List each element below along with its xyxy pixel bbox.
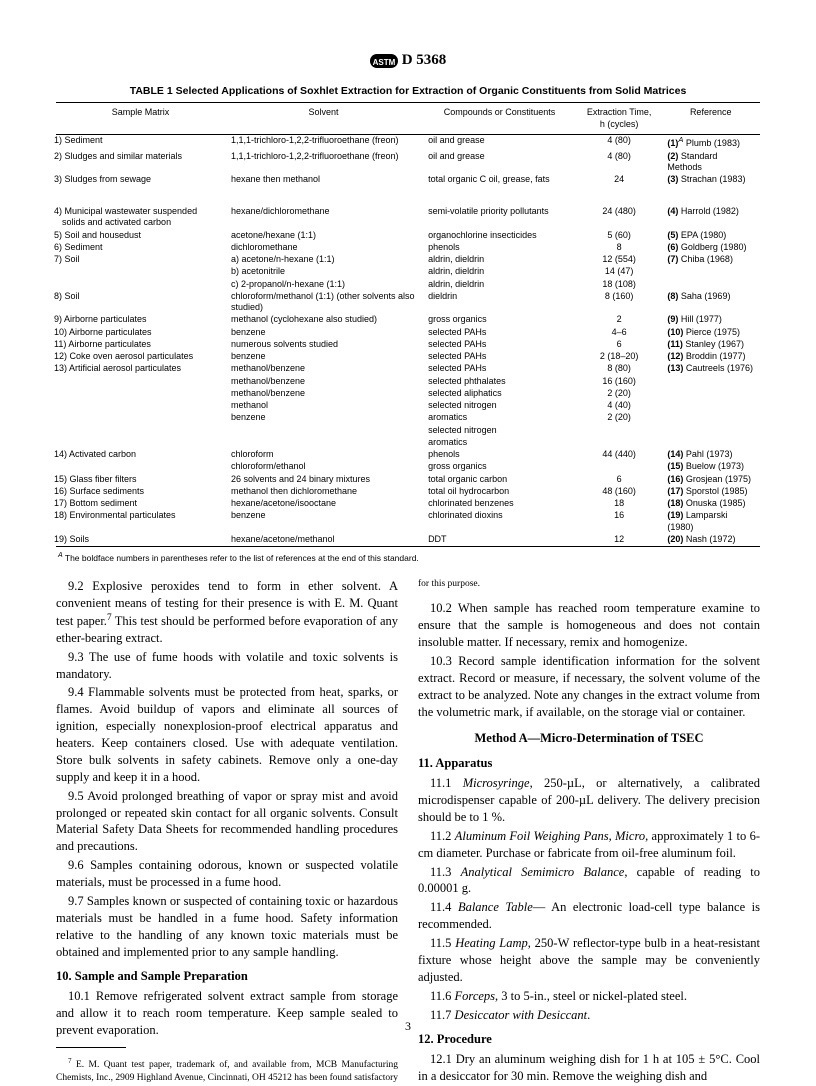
table1-footnote: A The boldface numbers in parentheses re… [56,551,760,564]
p11-3: 11.3 Analytical Semimicro Balance, capab… [418,864,760,898]
doc-number: D 5368 [402,52,447,68]
p9-3: 9.3 The use of fume hoods with volatile … [56,649,398,683]
s10-head: 10. Sample and Sample Preparation [56,968,398,985]
p9-6: 9.6 Samples containing odorous, known or… [56,857,398,891]
p11-5: 11.5 Heating Lamp, 250-W reflector-type … [418,935,760,986]
table-row: 15) Glass fiber filters26 solvents and 2… [56,473,760,485]
p10-3: 10.3 Record sample identification inform… [418,653,760,721]
table-row: 19) Soilshexane/acetone/methanolDDT12(20… [56,533,760,546]
th-time: Extraction Time, h (cycles) [577,103,661,135]
p11-2: 11.2 Aluminum Foil Weighing Pans, Micro,… [418,828,760,862]
table1: Sample Matrix Solvent Compounds or Const… [56,102,760,546]
p9-7: 9.7 Samples known or suspected of contai… [56,893,398,961]
page-number: 3 [0,1018,816,1034]
table-row: 16) Surface sedimentsmethanol then dichl… [56,485,760,497]
table-row: aromatics [56,436,760,448]
table-row: 17) Bottom sedimenthexane/acetone/isooct… [56,498,760,510]
table-row: 8) Soilchloroform/methanol (1:1) (other … [56,290,760,314]
th-compound: Compounds or Constituents [422,103,577,135]
table-row: 18) Environmental particulatesbenzenechl… [56,510,760,534]
table-row: selected nitrogen [56,424,760,436]
table-row: methanol/benzeneselected phthalates16 (1… [56,375,760,387]
table-row: 2) Sludges and similar materials1,1,1-tr… [56,150,760,174]
p11-6: 11.6 Forceps, 3 to 5-in., steel or nicke… [418,988,760,1005]
p9-4: 9.4 Flammable solvents must be protected… [56,684,398,785]
th-matrix: Sample Matrix [56,103,225,135]
table-row: 12) Coke oven aerosol particulatesbenzen… [56,351,760,363]
table-row: 4) Municipal wastewater suspended solids… [56,206,760,230]
table-row: 3) Sludges from sewagehexane then methan… [56,174,760,186]
table-row: 10) Airborne particulatesbenzeneselected… [56,326,760,338]
table-row: benzenearomatics2 (20) [56,412,760,424]
method-a-head: Method A—Micro-Determination of TSEC [418,730,760,747]
p12-1: 12.1 Dry an aluminum weighing dish for 1… [418,1051,760,1085]
table-row: 5) Soil and housedustacetone/hexane (1:1… [56,229,760,241]
body-columns: 9.2 Explosive peroxides tend to form in … [56,578,760,1086]
p11-4: 11.4 Balance Table— An electronic load-c… [418,899,760,933]
table-row: c) 2-propanol/n-hexane (1:1)aldrin, diel… [56,278,760,290]
table-row: b) acetonitrilealdrin, dieldrin14 (47) [56,266,760,278]
table-row: 9) Airborne particulatesmethanol (cycloh… [56,314,760,326]
s11-head: 11. Apparatus [418,755,760,772]
table-row: 13) Artificial aerosol particulatesmetha… [56,363,760,375]
p11-1: 11.1 Microsyringe, 250-µL, or alternativ… [418,775,760,826]
table-row: 1) Sediment1,1,1-trichloro-1,2,2-trifluo… [56,134,760,150]
table-row: 6) Sedimentdichloromethanephenols8(6) Go… [56,241,760,253]
p9-5: 9.5 Avoid prolonged breathing of vapor o… [56,788,398,856]
table-row: methanolselected nitrogen4 (40) [56,400,760,412]
table-row: chloroform/ethanolgross organics(15) Bue… [56,461,760,473]
table1-caption: TABLE 1 Selected Applications of Soxhlet… [56,84,760,98]
page-header: ASTM D 5368 [56,50,760,70]
astm-logo-icon: ASTM [370,52,398,70]
table-row: 7) Soila) acetone/n-hexane (1:1)aldrin, … [56,254,760,266]
table-row: methanol/benzeneselected aliphatics2 (20… [56,387,760,399]
footnote-rule [56,1047,126,1048]
p9-2: 9.2 Explosive peroxides tend to form in … [56,578,398,647]
svg-text:ASTM: ASTM [372,58,395,67]
th-ref: Reference [661,103,760,135]
p10-2: 10.2 When sample has reached room temper… [418,600,760,651]
table-row: 14) Activated carbonchloroformphenols44 … [56,449,760,461]
th-solvent: Solvent [225,103,422,135]
table-row: 11) Airborne particulatesnumerous solven… [56,338,760,350]
